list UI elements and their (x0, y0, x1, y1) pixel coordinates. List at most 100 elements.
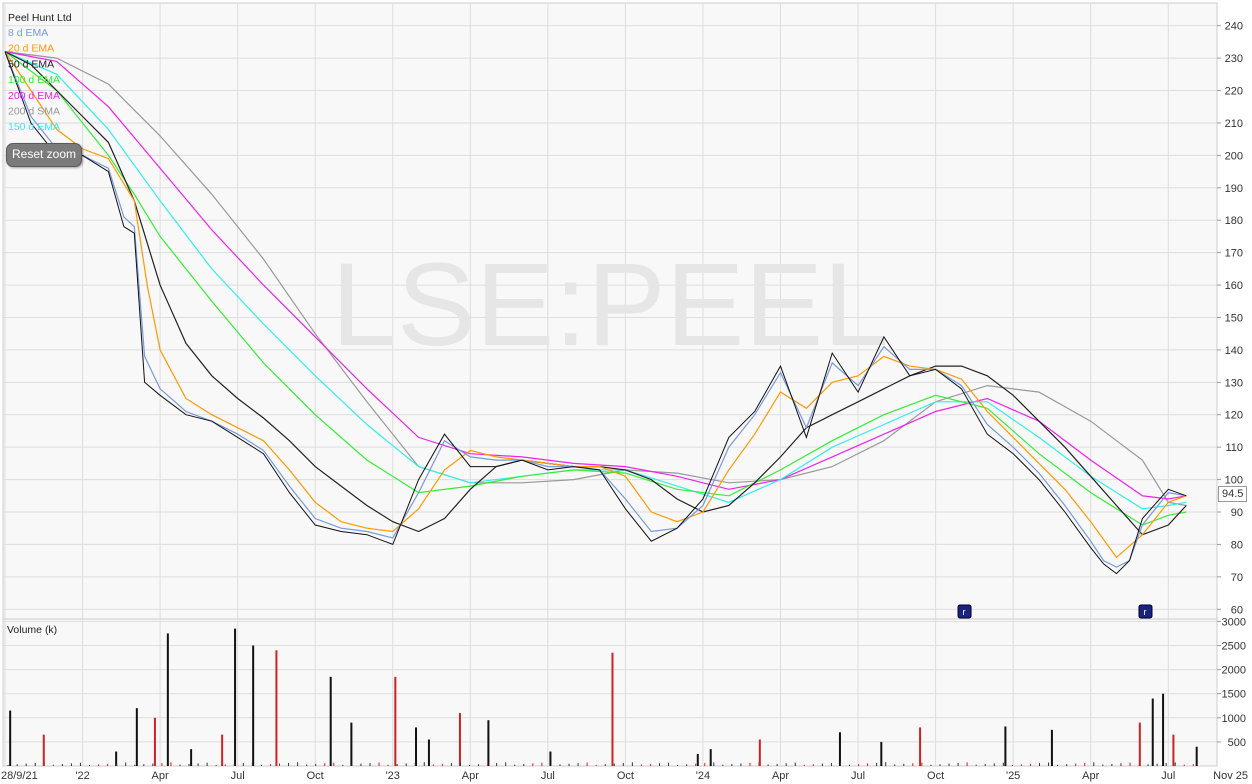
volume-tick-label: 3000 (1222, 616, 1246, 628)
price-panel-background (2, 2, 1218, 620)
volume-bar (532, 763, 534, 766)
watermark: LSE:PEEL (331, 239, 889, 371)
volume-bar (496, 762, 498, 766)
volume-bar (812, 764, 814, 766)
event-marker (1138, 604, 1153, 619)
reset-zoom-button[interactable]: Reset zoom (6, 143, 82, 167)
ema20-line (4, 51, 1187, 559)
volume-bar (803, 764, 805, 766)
volume-bar (1002, 762, 1004, 766)
volume-bar (611, 652, 614, 766)
volume-bar (116, 763, 118, 766)
x-tick-label: Apr (772, 770, 789, 782)
volume-bar (966, 762, 968, 766)
volume-bar (740, 763, 742, 766)
volume-bar (1075, 763, 1077, 766)
volume-bar (849, 764, 851, 766)
volume-bar (514, 764, 516, 766)
volume-bar (224, 764, 226, 766)
volume-bar (134, 764, 136, 766)
x-tick-label: Jul (1161, 770, 1175, 782)
volume-bar (115, 751, 118, 766)
volume-bar (1084, 762, 1086, 766)
legend-item: 200 d SMA (8, 106, 60, 118)
legend: 8 d EMA 20 d EMA 50 d EMA 100 d EMA 200 d EM… (8, 27, 60, 133)
volume-bar (885, 762, 887, 766)
volume-bar (79, 762, 81, 766)
volume-bar (830, 763, 832, 766)
volume-bar (152, 763, 154, 766)
price-axis: 60 70 80 90 100 110 120 130 140 150 160 170 180 190 20… (1217, 21, 1243, 616)
volume-bar (487, 720, 490, 766)
volume-bar (595, 764, 597, 766)
x-tick-label: '25 (1006, 770, 1020, 782)
x-tick-label: '22 (75, 770, 89, 782)
legend-item: 200 d EMA (8, 90, 60, 102)
volume-bar (604, 764, 606, 766)
volume-bar (260, 764, 262, 766)
volume-bar (459, 762, 461, 766)
volume-bar (405, 763, 407, 766)
volume-bar (170, 762, 172, 766)
event-marker-label: r (963, 607, 966, 617)
volume-bar (839, 762, 841, 766)
volume-bar (668, 762, 670, 766)
volume-bar (1050, 729, 1053, 766)
x-axis: 28/9/21 '22 Apr Jul Oct '23 Apr Jul Oct '24 Apr Jul… (1, 770, 1248, 782)
volume-bar (568, 763, 570, 766)
volume-tick-label: 1500 (1222, 689, 1246, 701)
legend-item: 150 d EMA (8, 121, 60, 133)
volume-bar (677, 764, 679, 766)
volume-bar (52, 764, 54, 766)
volume-bar (478, 764, 480, 766)
price-tick-label: 130 (1225, 377, 1243, 389)
volume-bar (686, 764, 688, 766)
x-tick-label: Jul (851, 770, 865, 782)
volume-bar (1066, 764, 1068, 766)
volume-tick-label: 2500 (1222, 641, 1246, 653)
volume-bar (414, 762, 416, 766)
volume-bar (984, 763, 986, 766)
price-line (4, 51, 1187, 575)
volume-bar (441, 763, 443, 766)
volume-bar (659, 763, 661, 766)
x-tick-label: Oct (617, 770, 634, 782)
x-tick-label: Jul (541, 770, 555, 782)
volume-bar (450, 763, 452, 766)
event-marker-label: r (1143, 607, 1146, 617)
volume-bar (329, 676, 332, 766)
volume-bar (221, 734, 224, 766)
volume-bar (586, 762, 588, 766)
volume-bar (351, 764, 353, 766)
volume-axis: 500 1000 1500 2000 2500 3000 (1217, 616, 1246, 749)
volume-bar (487, 763, 489, 766)
volume-bar (387, 764, 389, 766)
volume-bar (696, 753, 699, 766)
volume-bar (1093, 762, 1095, 766)
volume-bar (912, 763, 914, 766)
volume-bar (993, 763, 995, 766)
volume-bar (867, 763, 869, 766)
volume-bar (1138, 764, 1140, 766)
volume-bar (143, 764, 145, 766)
volume-bar (188, 763, 190, 766)
volume-bar (640, 764, 642, 766)
volume-bar (469, 764, 471, 766)
volume-bar (1195, 746, 1198, 766)
volume-bar (233, 763, 235, 766)
volume-bar (1004, 726, 1007, 766)
volume-bar (776, 763, 778, 766)
price-tick-label: 160 (1225, 280, 1243, 292)
volume-bar (1029, 763, 1031, 766)
volume-bar (1057, 764, 1059, 766)
volume-bar (695, 763, 697, 766)
volume-bars (7, 628, 1198, 766)
price-tick-label: 180 (1225, 215, 1243, 227)
volume-bar (622, 762, 624, 766)
price-tick-label: 90 (1231, 507, 1243, 519)
volume-bar (43, 762, 45, 766)
volume-bar (297, 762, 299, 766)
volume-bar (234, 628, 237, 766)
x-tick-label: Jul (231, 770, 245, 782)
